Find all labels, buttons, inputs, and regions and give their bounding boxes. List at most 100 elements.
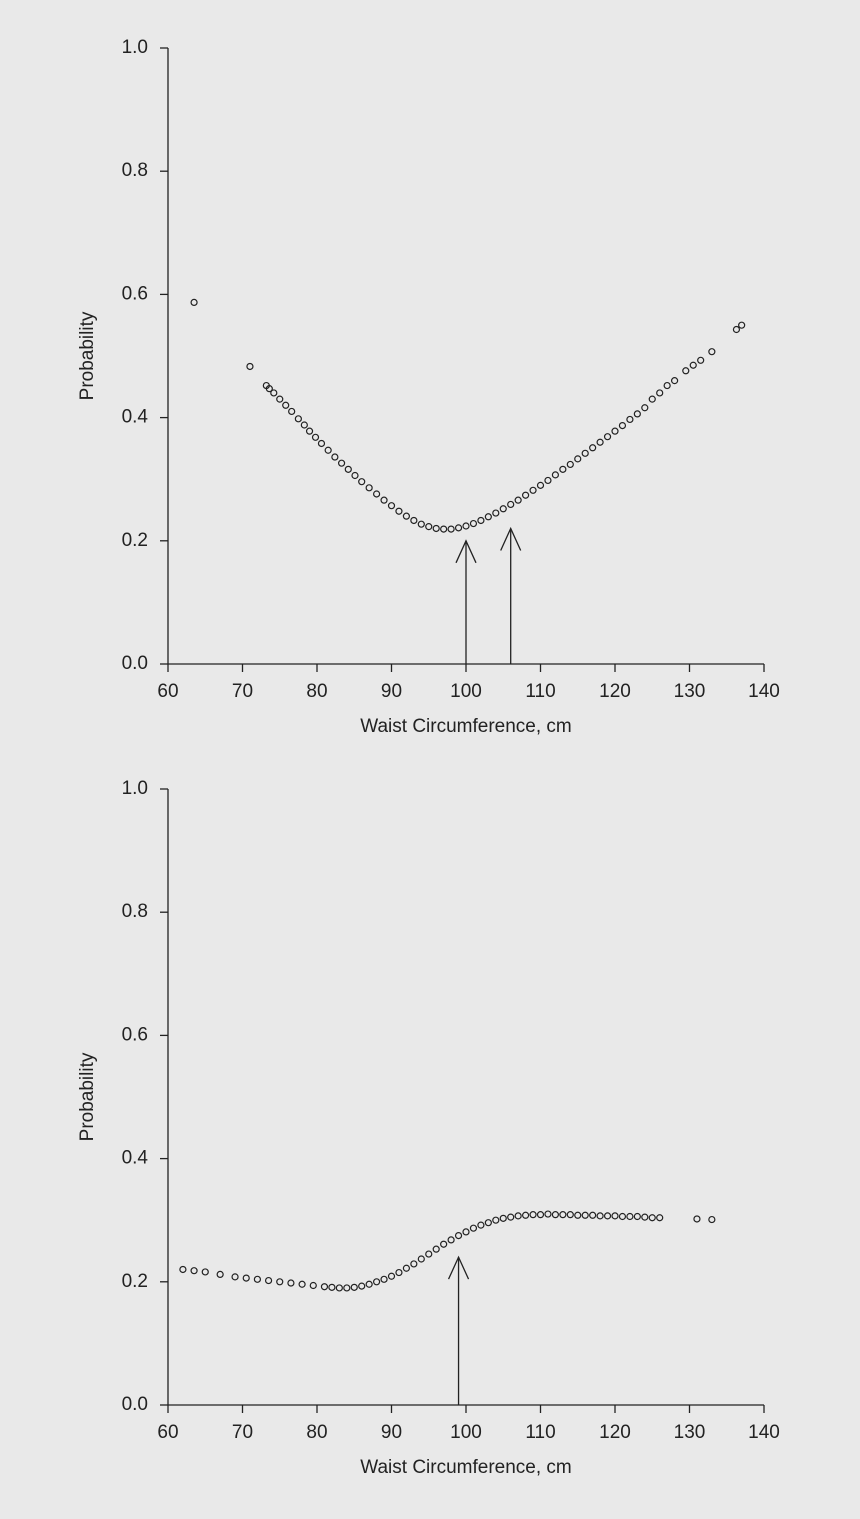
x-axis-label: Waist Circumference, cm [360, 1457, 572, 1478]
x-tick-label: 60 [157, 1422, 178, 1443]
data-point [611, 1212, 619, 1220]
data-point [447, 525, 455, 533]
y-tick-label: 0.0 [122, 653, 148, 674]
data-point [402, 512, 410, 520]
data-point [589, 444, 597, 452]
data-point [536, 1211, 545, 1219]
arrow-head [455, 539, 477, 564]
data-point [697, 356, 705, 364]
arrow-head [447, 1255, 470, 1280]
data-point [566, 1211, 574, 1219]
y-tick-label: 0.2 [122, 530, 148, 551]
data-point [682, 367, 690, 375]
x-tick-label: 60 [157, 681, 178, 702]
data-point [343, 1284, 351, 1292]
y-tick-label: 0.2 [122, 1271, 148, 1292]
data-point [462, 522, 470, 530]
data-point [270, 389, 278, 397]
data-point [544, 1210, 552, 1218]
data-point [626, 415, 634, 424]
x-tick-label: 100 [450, 1422, 482, 1443]
data-point [201, 1268, 209, 1276]
data-point [708, 1215, 716, 1224]
data-point [656, 1214, 664, 1222]
data-point [529, 1211, 537, 1219]
data-point [670, 377, 679, 385]
data-point [417, 1255, 425, 1263]
y-tick-label: 1.0 [122, 37, 148, 58]
data-point [231, 1273, 239, 1281]
data-point [305, 427, 314, 435]
data-point [246, 362, 254, 371]
x-tick-label: 90 [381, 681, 402, 702]
data-point [276, 1278, 284, 1286]
data-point [507, 500, 515, 509]
data-point [440, 525, 448, 533]
y-tick-label: 0.4 [122, 407, 149, 428]
data-point [365, 1280, 373, 1288]
y-axis-label: Probability [77, 311, 98, 400]
data-point [417, 520, 425, 528]
data-point [395, 1268, 403, 1277]
data-point [242, 1274, 250, 1282]
data-point [626, 1212, 634, 1221]
data-point [328, 1283, 336, 1291]
data-point [566, 460, 574, 469]
y-tick-label: 0.6 [122, 1024, 148, 1045]
x-tick-label: 140 [748, 1422, 780, 1443]
data-point [596, 438, 604, 446]
x-tick-label: 90 [381, 1422, 402, 1443]
data-point [574, 455, 582, 463]
data-point [732, 325, 741, 334]
data-point [425, 523, 433, 531]
data-point [484, 513, 492, 521]
data-point [276, 395, 284, 403]
data-point [641, 1213, 649, 1221]
data-point [633, 410, 641, 418]
x-tick-label: 70 [232, 1422, 253, 1443]
data-point [287, 1279, 295, 1287]
data-point [335, 1284, 343, 1292]
x-tick-label: 100 [450, 681, 482, 702]
data-point [410, 1260, 418, 1268]
data-point [689, 361, 697, 369]
data-point [317, 439, 326, 448]
data-point [454, 524, 463, 532]
data-point [544, 476, 552, 485]
data-point [425, 1250, 433, 1258]
data-point [440, 1240, 448, 1248]
data-point [288, 407, 296, 416]
data-point [373, 490, 381, 498]
x-tick-label: 80 [306, 681, 327, 702]
data-point [298, 1280, 306, 1288]
data-point [477, 516, 485, 525]
data-point [507, 1213, 515, 1221]
data-point [618, 1212, 627, 1221]
data-point [469, 519, 478, 528]
data-point [216, 1270, 224, 1279]
x-tick-label: 140 [748, 681, 780, 702]
data-point [410, 516, 418, 525]
x-tick-label: 120 [599, 1422, 631, 1443]
data-point [462, 1228, 470, 1236]
data-point [294, 415, 302, 423]
data-point [373, 1278, 381, 1286]
data-point [641, 404, 649, 412]
data-point [350, 1283, 358, 1291]
data-point [469, 1224, 478, 1232]
data-point [611, 427, 619, 435]
data-point [492, 1216, 500, 1224]
data-point [324, 446, 332, 454]
y-tick-label: 1.0 [122, 778, 148, 799]
data-point [529, 486, 537, 494]
data-point [190, 298, 198, 307]
data-point [395, 507, 403, 515]
data-point [387, 502, 396, 510]
x-tick-label: 80 [306, 1422, 327, 1443]
data-point [402, 1264, 410, 1272]
x-tick-label: 130 [674, 681, 706, 702]
data-point [265, 385, 273, 393]
data-point [514, 496, 522, 504]
